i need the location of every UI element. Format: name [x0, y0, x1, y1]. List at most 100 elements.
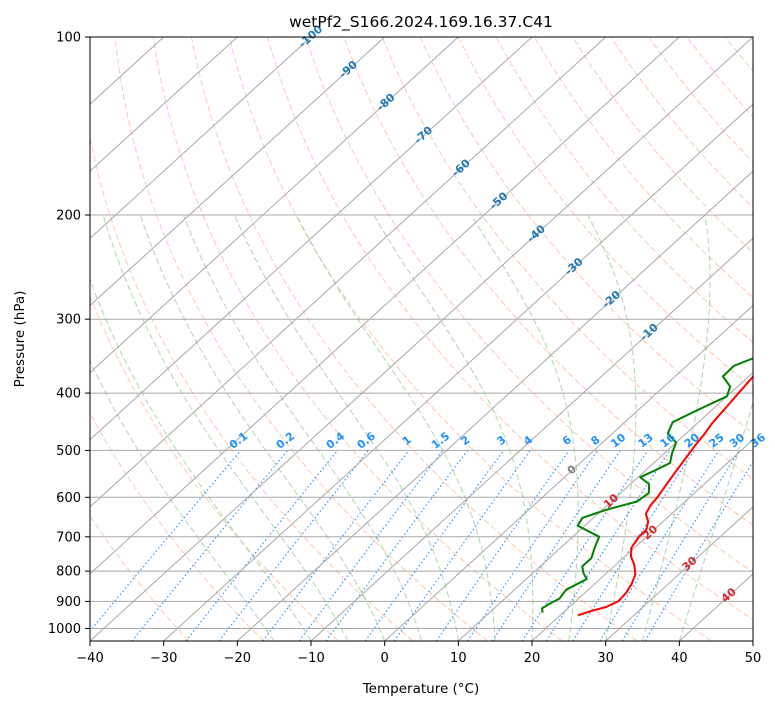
- isotherm-line: [752, 640, 753, 641]
- mixing-ratio-lines: [90, 450, 753, 641]
- mixing-ratio-label: 1: [400, 433, 414, 448]
- profiles: [541, 357, 753, 617]
- mixing-ratio-line: [467, 450, 599, 641]
- moist-adiabat-line: [296, 214, 496, 641]
- x-tick-label: 30: [597, 651, 614, 666]
- mixing-ratio-line: [621, 450, 740, 641]
- mixing-ratio-line: [262, 450, 410, 641]
- dry-adiabat-line: [152, 37, 563, 641]
- mixing-ratio-line: [131, 450, 289, 641]
- mixing-ratio-label: 8: [589, 433, 603, 448]
- dry-adiabat-line: [648, 37, 753, 164]
- plot-frame: [89, 36, 754, 642]
- isotherm-line: [90, 37, 238, 172]
- isotherm-line: [605, 506, 753, 641]
- x-tick-label: −20: [224, 651, 251, 666]
- mixing-ratio-label: 13: [636, 431, 656, 451]
- mixing-ratio-line: [218, 450, 369, 641]
- isotherms: [90, 37, 753, 641]
- mixing-ratio-line: [364, 450, 505, 641]
- mixing-ratio-label: 6: [560, 433, 574, 448]
- dry-adiabat-line: [190, 37, 638, 641]
- chart-title: wetPf2_S166.2024.169.16.37.C41: [289, 13, 553, 32]
- isotherm-line: [90, 37, 386, 307]
- mixing-ratio-label: 10: [608, 431, 628, 451]
- dry-adiabat-line: [229, 37, 712, 641]
- mixing-ratio-line: [435, 450, 570, 641]
- moist-adiabats: [90, 214, 753, 641]
- dry-adiabat-line: [419, 37, 753, 434]
- moist-adiabat-line: [233, 214, 459, 641]
- y-tick-label: 100: [56, 31, 81, 46]
- dry-adiabat-line: [90, 134, 414, 641]
- dry-adiabat-line: [534, 37, 753, 299]
- dewpoint-profile-line: [541, 357, 753, 613]
- x-axis-label: Temperature (°C): [362, 681, 480, 697]
- mixing-ratio-line: [545, 450, 671, 641]
- isotherm-line: [531, 438, 753, 641]
- mixing-ratio-line: [491, 450, 621, 641]
- moist-adiabat-line: [139, 214, 386, 641]
- x-tick-label: 0: [381, 651, 389, 666]
- dry-adiabat-line: [495, 37, 753, 344]
- isotherm-line: [310, 237, 753, 641]
- dry-adiabat-line: [90, 412, 264, 641]
- y-tick-label: 600: [56, 491, 81, 506]
- mixing-ratio-line: [325, 450, 468, 641]
- mixing-ratio-label: 2: [458, 433, 472, 448]
- mixing-ratio-line: [90, 450, 242, 632]
- dry-adiabat-line: [763, 37, 775, 641]
- y-tick-label: 700: [56, 530, 81, 545]
- dry-adiabat-line: [343, 37, 753, 526]
- plot-area: [90, 37, 775, 641]
- moist-adiabat-line: [678, 400, 753, 641]
- moist-adiabat-line: [182, 214, 422, 641]
- dry-adiabat-line: [610, 37, 753, 209]
- isotherm-line: [384, 304, 753, 641]
- dry-adiabat-line: [90, 514, 190, 641]
- dry-adiabat-line: [267, 37, 753, 621]
- isotherm-line: [236, 170, 753, 641]
- dry-adiabat-line: [114, 37, 488, 641]
- mixing-ratio-label: 20: [682, 431, 702, 451]
- dry-adiabat-line: [305, 37, 753, 573]
- y-tick-label: 800: [56, 565, 81, 580]
- y-tick-label: 1000: [48, 622, 81, 637]
- isotherm-line: [90, 37, 459, 374]
- x-tick-label: −40: [76, 651, 103, 666]
- isotherm-line: [90, 37, 607, 508]
- y-tick-label: 900: [56, 595, 81, 610]
- mixing-ratio-line: [644, 460, 753, 641]
- dry-adiabat-line: [724, 37, 753, 72]
- mixing-ratio-label: 0.2: [274, 430, 297, 452]
- x-tick-label: 50: [745, 651, 762, 666]
- moist-adiabat-line: [373, 214, 534, 641]
- isotherm-line: [90, 37, 680, 575]
- dry-adiabat-line: [381, 37, 753, 480]
- y-tick-label: 300: [56, 313, 81, 328]
- x-tick-label: −10: [297, 651, 324, 666]
- mixing-ratio-line: [185, 450, 339, 641]
- x-tick-label: 40: [671, 651, 688, 666]
- mixing-ratio-line: [599, 450, 720, 641]
- y-tick-label: 400: [56, 387, 81, 402]
- mixing-ratio-line: [298, 450, 444, 641]
- isotherm-line: [457, 371, 753, 641]
- mixing-ratio-label: 25: [707, 431, 727, 451]
- mixing-ratio-line: [393, 450, 531, 641]
- moist-adiabat-line: [642, 214, 711, 641]
- x-axis-ticks: −40 −30 −20 −10 0 10 20 30 40 50: [76, 641, 761, 666]
- pressure-gridlines: [90, 37, 753, 629]
- isotherm-line: [90, 37, 533, 441]
- inline-labels: 0.1 0.2 0.4 0.6 1 1.5 2 3 4 6 8 10 13 16 20 25 30 36-100-…: [227, 22, 768, 605]
- moist-adiabat-line: [102, 214, 349, 641]
- dry-adiabat-line: [686, 37, 753, 118]
- y-tick-label: 500: [56, 444, 81, 459]
- dry-adiabats: [90, 37, 775, 641]
- y-axis-ticks: 100 200 300 400 500 600 700 800 900 1000: [48, 31, 90, 637]
- dry-adiabat-line: [572, 37, 753, 254]
- mixing-ratio-label: 36: [748, 431, 768, 451]
- y-axis-label: Pressure (hPa): [12, 291, 28, 388]
- x-tick-label: 20: [524, 651, 541, 666]
